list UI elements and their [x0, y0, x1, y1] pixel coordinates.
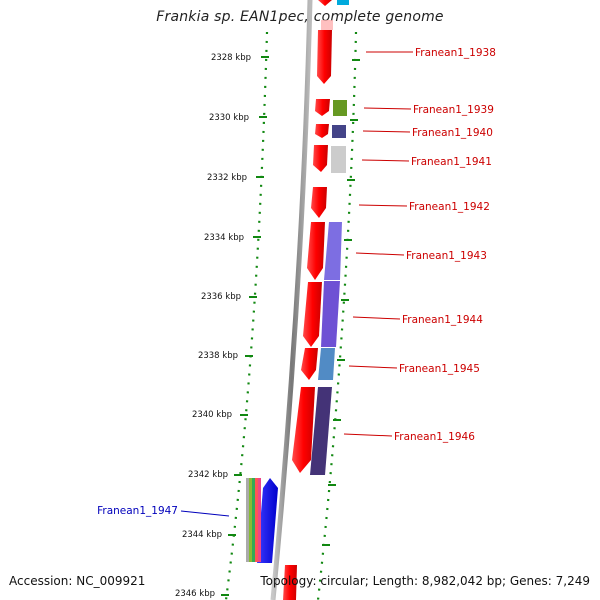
scale-ticks — [221, 56, 269, 596]
gene-label[interactable]: Franean1_1945 — [399, 363, 480, 375]
scale-label: 2346 kbp — [175, 589, 215, 599]
scale-ticks-right — [322, 59, 360, 546]
scale-label: 2332 kbp — [207, 173, 247, 183]
gene-label[interactable]: Franean1_1939 — [413, 104, 494, 116]
gene-arrow-1947[interactable] — [257, 478, 278, 563]
scale-label: 2334 kbp — [204, 233, 244, 243]
label-leaders — [180, 51, 413, 517]
gene-label[interactable]: Franean1_1938 — [415, 47, 496, 59]
gene-label[interactable]: Franean1_1942 — [409, 201, 490, 213]
gene-label[interactable]: Franean1_1947 — [97, 505, 178, 517]
category-boxes — [310, 100, 347, 475]
gene-label[interactable]: Franean1_1940 — [412, 127, 493, 139]
scale-label: 2336 kbp — [201, 292, 241, 302]
gene-arrow-1943[interactable] — [307, 222, 325, 280]
gene-arrow-1944[interactable] — [303, 282, 322, 347]
scale-label: 2338 kbp — [198, 351, 238, 361]
forward-strand-genes[interactable] — [283, 30, 332, 600]
genome-title: Frankia sp. EAN1pec, complete genome — [156, 9, 444, 25]
scale-label: 2340 kbp — [192, 410, 232, 420]
gene-arrow-1938[interactable] — [317, 30, 332, 84]
gene-arrow-1945[interactable] — [301, 348, 318, 380]
scale-label: 2342 kbp — [188, 470, 228, 480]
gene-labels[interactable]: Franean1_1938 Franean1_1939 Franean1_194… — [97, 47, 496, 517]
gene-arrow-1942[interactable] — [311, 187, 327, 218]
reverse-strand-genes[interactable] — [257, 478, 278, 563]
gene-arrow-1946[interactable] — [292, 387, 315, 473]
scale-label: 2330 kbp — [209, 113, 249, 123]
gene-arrow-1941[interactable] — [313, 145, 328, 172]
scale-labels: 2328 kbp 2330 kbp 2332 kbp 2334 kbp 2336… — [175, 53, 251, 599]
accession-text: Accession: NC_009921 — [9, 574, 146, 588]
scale-label: 2344 kbp — [182, 530, 222, 540]
gene-label[interactable]: Franean1_1943 — [406, 250, 487, 262]
gene-arrow-1940[interactable] — [315, 124, 329, 138]
gene-arrow-partial-bottom[interactable] — [283, 565, 297, 600]
genome-backbone — [270, 0, 313, 600]
category-stripes-1947 — [246, 478, 261, 562]
scale-label: 2328 kbp — [211, 53, 251, 63]
topology-text: Topology: circular; Length: 8,982,042 bp… — [260, 574, 590, 588]
gene-arrow-1939[interactable] — [315, 99, 330, 116]
top-partial-genes — [318, 0, 349, 30]
gene-label[interactable]: Franean1_1944 — [402, 314, 483, 326]
gene-label[interactable]: Franean1_1941 — [411, 156, 492, 168]
gene-label[interactable]: Franean1_1946 — [394, 431, 475, 443]
